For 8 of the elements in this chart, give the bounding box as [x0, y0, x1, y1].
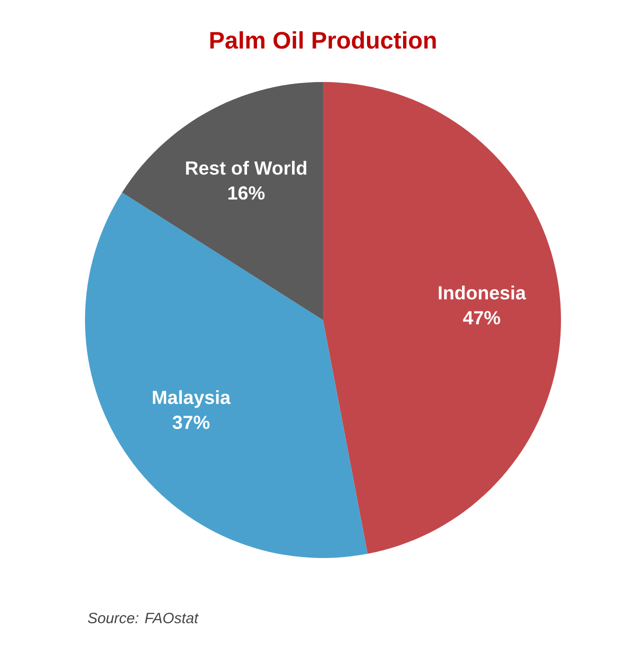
slice-label: Indonesia	[438, 286, 526, 300]
data-label: 37%	[172, 416, 210, 430]
data-label: 16%	[228, 186, 265, 200]
slice-label: Malaysia	[152, 390, 231, 408]
slice-label: Rest of World	[186, 160, 306, 175]
data-label: 47%	[463, 311, 500, 324]
chart-title: Palm Oil Production	[210, 31, 436, 49]
source-note: Source: FAOstat	[88, 612, 199, 624]
